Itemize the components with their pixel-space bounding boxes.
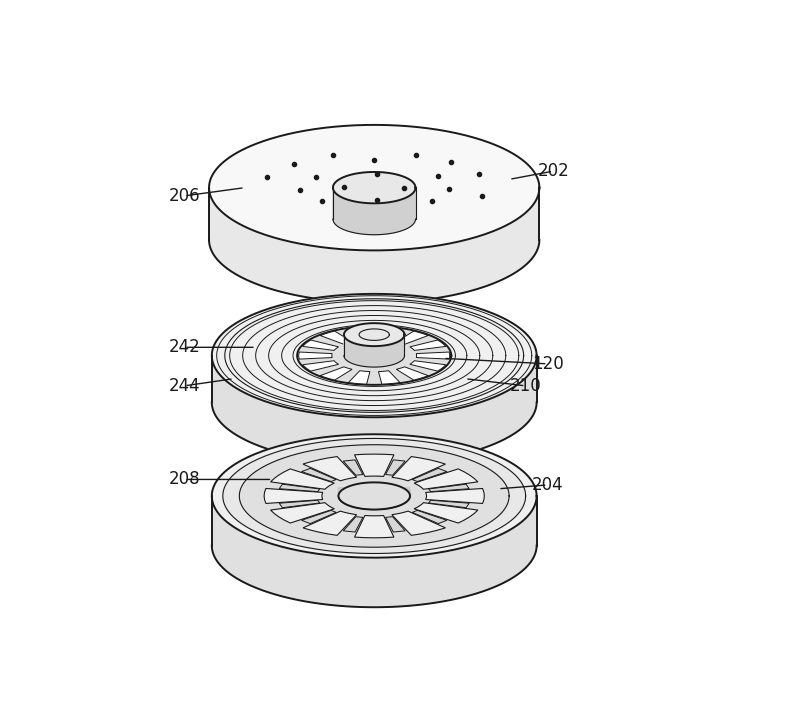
Polygon shape	[298, 352, 332, 359]
Polygon shape	[223, 438, 526, 553]
Text: 244: 244	[169, 377, 200, 395]
Polygon shape	[392, 457, 446, 480]
Polygon shape	[386, 517, 405, 532]
Polygon shape	[429, 500, 470, 508]
Polygon shape	[414, 503, 478, 523]
Text: 210: 210	[510, 377, 542, 395]
Text: 242: 242	[168, 338, 200, 356]
Polygon shape	[279, 500, 320, 508]
Text: 120: 120	[532, 355, 563, 373]
Polygon shape	[297, 326, 451, 385]
Polygon shape	[333, 187, 415, 235]
Polygon shape	[302, 361, 338, 371]
Polygon shape	[386, 460, 405, 475]
Polygon shape	[414, 469, 478, 489]
Text: 208: 208	[169, 470, 200, 488]
Polygon shape	[212, 294, 537, 418]
Polygon shape	[354, 516, 394, 538]
Polygon shape	[320, 367, 352, 380]
Polygon shape	[264, 488, 322, 503]
Polygon shape	[338, 483, 410, 510]
Polygon shape	[416, 352, 450, 359]
Polygon shape	[212, 496, 537, 607]
Polygon shape	[212, 355, 537, 464]
Polygon shape	[344, 335, 405, 367]
Polygon shape	[302, 511, 336, 523]
Text: 204: 204	[532, 476, 563, 494]
Polygon shape	[320, 331, 352, 345]
Polygon shape	[303, 457, 357, 480]
Polygon shape	[343, 460, 363, 475]
Polygon shape	[302, 468, 336, 481]
Text: 206: 206	[169, 187, 200, 205]
Polygon shape	[270, 469, 334, 489]
Polygon shape	[354, 454, 394, 476]
Polygon shape	[412, 468, 447, 481]
Text: 202: 202	[538, 162, 569, 180]
Polygon shape	[378, 370, 400, 384]
Polygon shape	[302, 340, 338, 350]
Polygon shape	[429, 484, 470, 492]
Polygon shape	[412, 511, 447, 523]
Polygon shape	[239, 445, 509, 547]
Polygon shape	[270, 503, 334, 523]
Polygon shape	[349, 327, 370, 340]
Polygon shape	[396, 331, 428, 345]
Polygon shape	[378, 327, 400, 340]
Polygon shape	[392, 511, 446, 536]
Polygon shape	[209, 187, 539, 302]
Polygon shape	[396, 367, 428, 380]
Polygon shape	[338, 488, 410, 510]
Polygon shape	[279, 484, 320, 492]
Polygon shape	[426, 488, 484, 503]
Polygon shape	[303, 511, 357, 536]
Polygon shape	[410, 361, 446, 371]
Polygon shape	[410, 340, 446, 350]
Polygon shape	[344, 323, 405, 346]
Polygon shape	[209, 125, 539, 250]
Polygon shape	[212, 434, 537, 558]
Polygon shape	[349, 370, 370, 384]
Polygon shape	[343, 517, 363, 532]
Polygon shape	[333, 172, 415, 203]
